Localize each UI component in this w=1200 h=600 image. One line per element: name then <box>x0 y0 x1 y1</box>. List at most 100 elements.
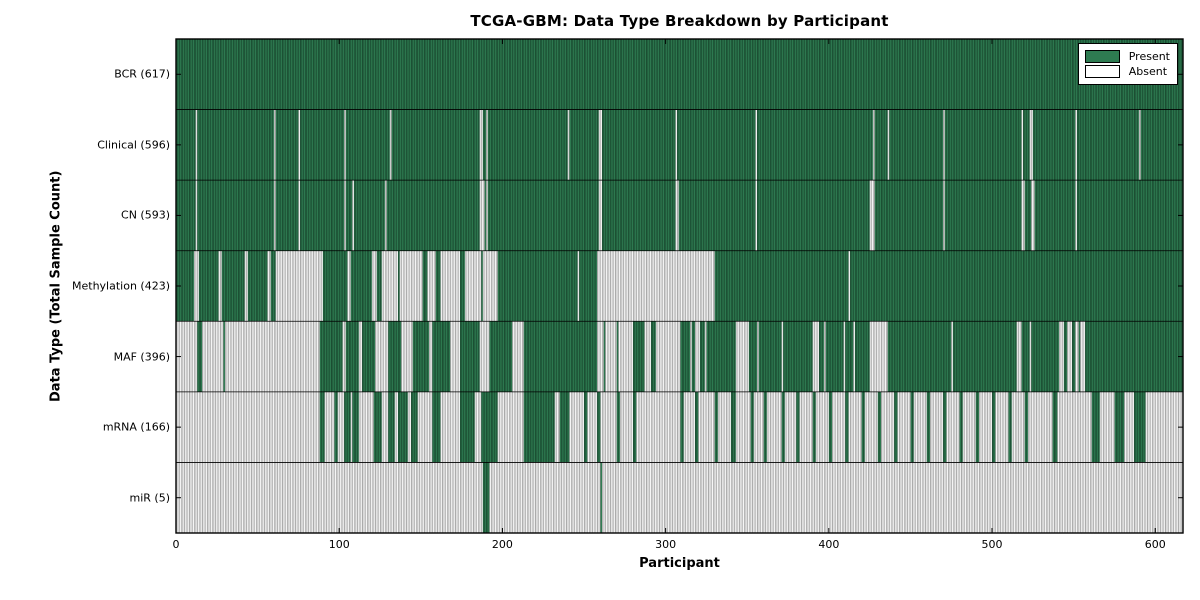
row-band-mRNA <box>176 391 1183 463</box>
row-segment <box>376 250 382 322</box>
row-segment <box>486 109 488 181</box>
row-segment <box>598 109 602 181</box>
row-segment <box>1021 109 1024 181</box>
row-segment <box>675 180 679 251</box>
row-base-mRNA <box>176 391 1183 463</box>
row-segment <box>598 180 602 251</box>
row-segment <box>600 462 602 533</box>
row-segment <box>523 391 555 463</box>
row-label-mRNA: mRNA (166) <box>102 420 170 434</box>
row-segment <box>195 109 198 181</box>
row-segment <box>680 391 684 463</box>
row-segment <box>247 250 268 322</box>
row-base-CN <box>176 180 1183 251</box>
row-segment <box>298 109 301 181</box>
row-segment <box>869 180 875 251</box>
row-segment <box>1114 391 1125 463</box>
row-segment <box>632 391 637 463</box>
row-segment <box>1075 109 1077 181</box>
row-segment <box>435 250 441 322</box>
row-segment <box>680 321 691 392</box>
row-segment <box>714 391 718 463</box>
legend-entry-present: Present <box>1084 50 1170 63</box>
row-segment <box>992 391 996 463</box>
plot-area: Present Absent <box>175 38 1184 534</box>
row-segment <box>373 391 382 463</box>
row-segment <box>412 321 429 392</box>
row-segment <box>887 321 952 392</box>
row-segment <box>926 391 931 463</box>
row-segment <box>1078 321 1081 392</box>
row-segment <box>952 321 1017 392</box>
row-band-Methylation <box>176 250 1183 322</box>
row-label-miR: miR (5) <box>129 491 171 505</box>
row-segment <box>850 250 1183 322</box>
row-segment <box>943 180 945 251</box>
x-tick-label-200: 200 <box>491 538 513 551</box>
row-segment <box>887 109 890 181</box>
row-segment <box>559 391 570 463</box>
row-segment <box>497 250 578 322</box>
row-segment <box>783 321 813 392</box>
row-label-MAF: MAF (396) <box>113 350 170 364</box>
row-segment <box>584 391 588 463</box>
row-segment <box>877 391 882 463</box>
row-segment <box>432 321 451 392</box>
row-segment <box>819 321 824 392</box>
row-segment <box>345 321 359 392</box>
row-segment <box>750 391 754 463</box>
row-segment <box>195 180 198 251</box>
row-segment <box>825 321 844 392</box>
row-segment <box>1072 321 1076 392</box>
x-tick-label-100: 100 <box>328 538 350 551</box>
row-segment <box>1031 180 1035 251</box>
row-segment <box>362 321 376 392</box>
legend-present-label: Present <box>1128 50 1170 63</box>
row-segment <box>1021 180 1025 251</box>
row-segment <box>854 321 870 392</box>
row-segment <box>223 321 225 392</box>
row-segment <box>943 109 945 181</box>
row-segment <box>176 250 194 322</box>
row-segment <box>389 109 392 181</box>
row-segment <box>344 180 346 251</box>
row-segment <box>397 250 400 322</box>
row-segment <box>384 180 387 251</box>
row-segment <box>350 250 372 322</box>
row-segment <box>872 109 875 181</box>
row-segment <box>691 321 696 392</box>
row-segment <box>1021 321 1030 392</box>
row-segment <box>411 391 418 463</box>
row-segment <box>894 391 898 463</box>
row-segment <box>221 250 245 322</box>
row-segment <box>479 109 483 181</box>
row-segment <box>579 250 598 322</box>
row-segment <box>675 109 678 181</box>
row-segment <box>388 321 402 392</box>
row-segment <box>828 391 833 463</box>
row-segment <box>479 180 485 251</box>
plot-border <box>175 38 1184 534</box>
row-segment <box>706 321 736 392</box>
row-segment <box>567 109 570 181</box>
row-segment <box>1085 321 1183 392</box>
row-segment <box>352 391 359 463</box>
heatmap-plot <box>175 38 1184 534</box>
row-segment <box>959 391 963 463</box>
row-segment <box>714 250 849 322</box>
row-segment <box>910 391 914 463</box>
row-band-CN <box>176 180 1183 251</box>
row-segment <box>861 391 865 463</box>
present-swatch-icon <box>1084 50 1120 63</box>
row-segment <box>755 109 758 181</box>
row-segment <box>632 321 645 392</box>
row-segment <box>845 391 849 463</box>
row-segment <box>1138 109 1141 181</box>
legend: Present Absent <box>1077 43 1178 85</box>
row-base-miR <box>176 462 1183 533</box>
row-segment <box>699 321 705 392</box>
row-segment <box>459 391 475 463</box>
row-band-MAF <box>176 321 1183 392</box>
x-tick-label-0: 0 <box>172 538 180 551</box>
